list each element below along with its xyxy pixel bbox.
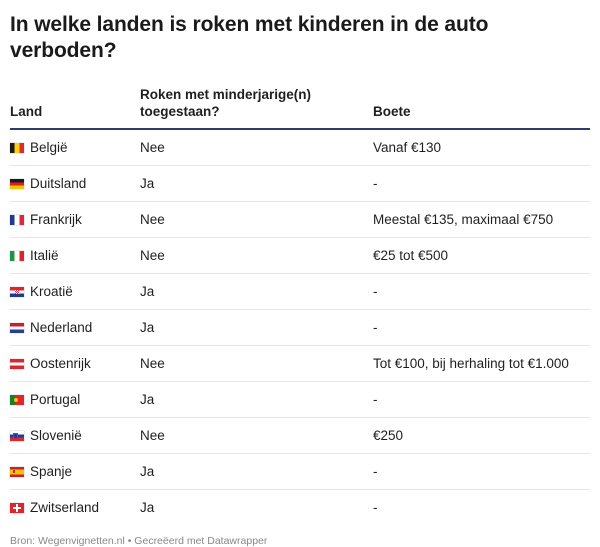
cell-boete: - (373, 165, 590, 202)
hr-flag-icon (10, 286, 24, 297)
pt-flag-icon (10, 394, 24, 405)
column-header-land: Land (10, 86, 140, 130)
cell-land: België (10, 129, 140, 166)
fr-flag-icon (10, 214, 24, 225)
cell-boete: €250 (373, 417, 590, 454)
cell-land: Italië (10, 237, 140, 274)
table-row: Frankrijk Nee Meestal €135, maximaal €750 (10, 201, 590, 238)
cell-toegestaan: Nee (140, 417, 373, 454)
cell-boete: €25 tot €500 (373, 237, 590, 274)
table-row: Oostenrijk Nee Tot €100, bij herhaling tot… (10, 345, 590, 382)
cell-toegestaan: Ja (140, 500, 155, 515)
country-name: Duitsland (30, 176, 87, 191)
cell-land: Kroatië (10, 273, 140, 310)
de-flag-icon (10, 178, 24, 189)
country-name: België (30, 140, 68, 155)
cell-toegestaan: Ja (140, 165, 373, 202)
table-row: Portugal Ja - (10, 381, 590, 418)
table-row: Spanje Ja - (10, 453, 590, 490)
cell-boete: Vanaf €130 (373, 129, 590, 166)
ch-flag-icon (10, 502, 24, 513)
cell-boete: - (373, 309, 590, 346)
nl-flag-icon (10, 322, 24, 333)
table-header-row: Land Roken met minderjarige(n) toegestaa… (10, 86, 590, 130)
cell-toegestaan: Ja (140, 273, 373, 310)
cell-toegestaan: Ja (140, 381, 373, 418)
be-flag-icon (10, 142, 24, 153)
country-name: Oostenrijk (30, 356, 91, 371)
cell-toegestaan: Ja (140, 453, 373, 490)
table-row: Zwitserland Ja - (10, 490, 590, 526)
cell-land: Zwitserland (10, 490, 140, 526)
cell-land: Slovenië (10, 417, 140, 454)
cell-boete: - (373, 453, 590, 490)
column-header-toegestaan: Roken met minderjarige(n) toegestaan? (140, 86, 373, 130)
cell-toegestaan: Nee (140, 129, 373, 166)
cell-toegestaan: Nee (140, 345, 373, 382)
table-row: Nederland Ja - (10, 309, 590, 346)
cell-boete: Meestal €135, maximaal €750 (373, 201, 590, 238)
cell-land: Nederland (10, 309, 140, 346)
cell-toegestaan: Nee (140, 237, 373, 274)
cell-land: Spanje (10, 453, 140, 490)
it-flag-icon (10, 250, 24, 261)
table-row: Duitsland Ja - (10, 165, 590, 202)
chart-title: In welke landen is roken met kinderen in… (10, 13, 489, 62)
country-name: Zwitserland (30, 500, 100, 515)
es-flag-icon (10, 466, 24, 477)
cell-land: Portugal (10, 381, 140, 418)
country-name: Frankrijk (30, 212, 82, 227)
country-name: Slovenië (30, 428, 82, 443)
cell-boete: - (373, 381, 590, 418)
table-row: Slovenië Nee €250 (10, 417, 590, 454)
table-row: Italië Nee €25 tot €500 (10, 237, 590, 274)
country-name: Kroatië (30, 284, 73, 299)
table-body: België Nee Vanaf €130 Duitsland Ja - Frankrijk… (10, 129, 590, 525)
column-header-boete: Boete (373, 86, 590, 130)
si-flag-icon (10, 430, 24, 441)
cell-toegestaan: Ja (140, 309, 373, 346)
cell-boete: - (373, 273, 590, 310)
table-row: Kroatië Ja - (10, 273, 590, 310)
at-flag-icon (10, 358, 24, 369)
table-row: België Nee Vanaf €130 (10, 129, 590, 166)
country-name: Italië (30, 248, 59, 263)
cell-toegestaan: Nee (140, 201, 373, 238)
cell-land: Frankrijk (10, 201, 140, 238)
cell-land: Oostenrijk (10, 345, 140, 382)
country-name: Portugal (30, 392, 81, 407)
cell-boete: Tot €100, bij herhaling tot €1.000 (373, 345, 590, 382)
cell-boete: - (373, 500, 378, 515)
source-note: Bron: Wegenvignetten.nl • Gecreëerd met … (10, 535, 268, 547)
country-name: Nederland (30, 320, 93, 335)
country-name: Spanje (30, 464, 73, 479)
cell-land: Duitsland (10, 165, 140, 202)
data-table: Land Roken met minderjarige(n) toegestaa… (10, 86, 590, 525)
